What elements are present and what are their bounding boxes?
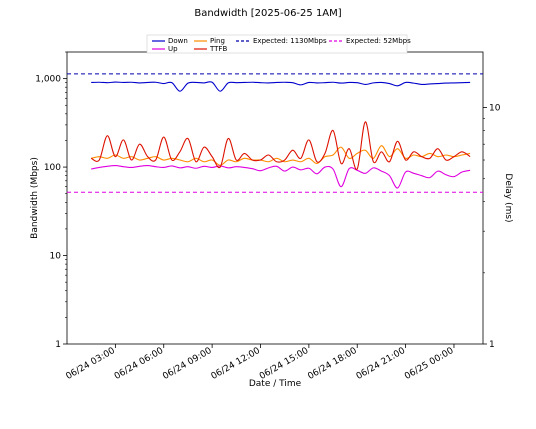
x-tick-label: 06/24 21:00 xyxy=(355,346,408,382)
y2-tick-label: 1 xyxy=(489,340,495,350)
legend-box xyxy=(146,34,408,54)
y2-tick-label: 10 xyxy=(489,104,501,114)
y-tick-label: 1,000 xyxy=(35,75,61,85)
x-tick-label: 06/24 09:00 xyxy=(161,346,214,382)
x-axis-label: Date / Time xyxy=(249,379,302,389)
y2-axis-label: Delay (ms) xyxy=(503,173,513,222)
chart-title: Bandwidth [2025-06-25 1AM] xyxy=(194,8,341,19)
legend-label-expected-down: Expected: 1130Mbps xyxy=(253,37,327,45)
y-axis-label: Bandwidth (Mbps) xyxy=(30,157,40,239)
series-layer xyxy=(67,73,483,193)
x-tick-label: 06/24 12:00 xyxy=(210,346,263,382)
series-down-line xyxy=(91,81,471,92)
y-tick-label: 100 xyxy=(44,163,61,173)
x-tick-label: 06/24 15:00 xyxy=(258,346,311,382)
legend-label-down: Down xyxy=(168,37,188,45)
y-tick-label: 1 xyxy=(55,340,61,350)
legend-label-expected-up: Expected: 52Mbps xyxy=(346,37,411,45)
legend-label-up: Up xyxy=(168,45,178,53)
x-tick-label: 06/24 18:00 xyxy=(306,346,359,382)
x-tick-label: 06/25 00:00 xyxy=(403,346,456,382)
y-tick-label: 10 xyxy=(50,252,62,262)
legend: Down Up Ping TTFB Expected: 1130Mbps Exp… xyxy=(146,34,411,54)
series-up-line xyxy=(91,165,471,189)
series-ttfb-line xyxy=(90,121,471,170)
legend-label-ttfb: TTFB xyxy=(209,45,227,53)
y-axis-ticks: 1 10 100 1,000 xyxy=(35,51,67,350)
plot-area xyxy=(66,51,484,345)
y2-axis-ticks: 1 10 xyxy=(483,104,501,350)
x-tick-label: 06/24 06:00 xyxy=(113,346,166,382)
legend-label-ping: Ping xyxy=(210,37,225,45)
series-ping-line xyxy=(91,145,471,166)
x-tick-label: 06/24 03:00 xyxy=(64,346,117,382)
